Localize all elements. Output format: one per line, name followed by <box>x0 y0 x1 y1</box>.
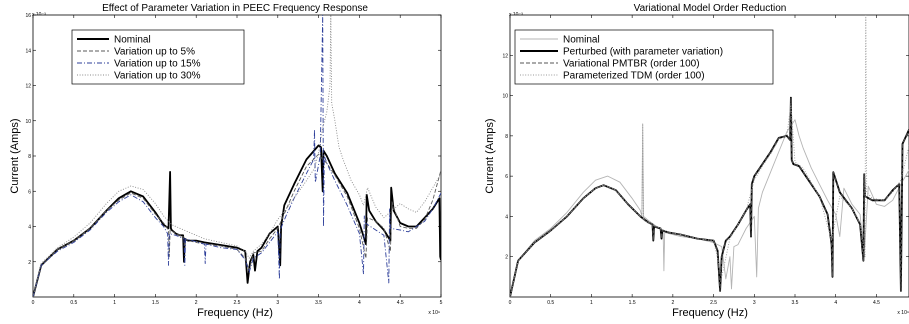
left-y-tick-label: 16 <box>25 13 31 19</box>
left-y-tick-label: 4 <box>28 225 31 231</box>
right-x-tick-label: 3 <box>753 300 756 306</box>
left-chart: Effect of Parameter Variation in PEEC Fr… <box>9 3 443 319</box>
right-series-parameterized-tdm-order-100 <box>510 15 909 297</box>
right-y-tick-label: 6 <box>505 174 508 180</box>
right-legend-label-parameterized-tdm-order-100: Parameterized TDM (order 100) <box>563 71 705 82</box>
right-chart: Variational Model Order Reduction Freque… <box>484 3 909 319</box>
left-x-tick-label: 4 <box>358 300 361 306</box>
left-chart-x-axis-label: Frequency (Hz) <box>197 307 273 319</box>
left-legend-label-variation-up-to-5: Variation up to 5% <box>114 47 195 58</box>
right-x-tick-label: 0 <box>509 300 512 306</box>
left-series-variation-up-to-15 <box>33 15 441 297</box>
left-x-tick-label: 0 <box>32 300 35 306</box>
right-x-tick-label: 1 <box>590 300 593 306</box>
right-x-tick-label: 3.5 <box>792 300 799 306</box>
left-y-tick-label: 2 <box>28 260 31 266</box>
right-y-tick-label: 4 <box>505 214 508 220</box>
left-series-nominal <box>33 144 441 297</box>
right-y-tick-label: 2 <box>505 255 508 261</box>
left-x-tick-label: 5 <box>440 300 443 306</box>
right-chart-x-axis-label: Frequency (Hz) <box>672 307 748 319</box>
left-legend-label-nominal: Nominal <box>114 35 151 46</box>
right-legend-label-perturbed-with-parameter-variation: Perturbed (with parameter variation) <box>563 47 723 58</box>
right-x-tick-label: 1.5 <box>629 300 636 306</box>
left-chart-title: Effect of Parameter Variation in PEEC Fr… <box>102 3 368 14</box>
right-x-tick-label: 4.5 <box>873 300 880 306</box>
right-chart-x-exponent: x 10⁹ <box>897 310 909 316</box>
left-y-tick-label: 14 <box>25 48 31 54</box>
left-chart-x-exponent: x 10⁹ <box>428 310 440 316</box>
left-x-tick-label: 0.5 <box>70 300 77 306</box>
left-x-tick-label: 4.5 <box>397 300 404 306</box>
left-x-tick-label: 1.5 <box>152 300 159 306</box>
left-legend-label-variation-up-to-15: Variation up to 15% <box>114 59 201 70</box>
left-x-tick-label: 1 <box>113 300 116 306</box>
left-chart-y-axis-label: Current (Amps) <box>9 118 21 193</box>
left-x-tick-label: 2 <box>195 300 198 306</box>
right-x-tick-label: 4 <box>834 300 837 306</box>
left-y-tick-label: 6 <box>28 189 31 195</box>
right-x-tick-label: 2 <box>671 300 674 306</box>
right-y-tick-label: 8 <box>505 134 508 140</box>
right-y-tick-label: 12 <box>502 53 508 59</box>
left-x-tick-label: 3 <box>276 300 279 306</box>
right-series-variational-pmtbr-order-100 <box>510 97 909 297</box>
left-y-tick-label: 12 <box>25 84 31 90</box>
left-y-tick-label: 8 <box>28 154 31 160</box>
left-series-variation-up-to-5 <box>33 153 441 297</box>
left-y-tick-label: 10 <box>25 119 31 125</box>
right-chart-title: Variational Model Order Reduction <box>634 3 787 14</box>
left-x-tick-label: 2.5 <box>234 300 241 306</box>
right-x-tick-label: 0.5 <box>547 300 554 306</box>
right-legend-label-variational-pmtbr-order-100: Variational PMTBR (order 100) <box>563 59 700 70</box>
right-x-tick-label: 2.5 <box>710 300 717 306</box>
right-legend-label-nominal: Nominal <box>563 35 600 46</box>
left-legend-label-variation-up-to-30: Variation up to 30% <box>114 71 201 82</box>
right-y-tick-label: 10 <box>502 94 508 100</box>
right-series-nominal <box>510 119 909 297</box>
right-chart-y-axis-label: Current (Amps) <box>484 118 496 193</box>
left-x-tick-label: 3.5 <box>315 300 322 306</box>
